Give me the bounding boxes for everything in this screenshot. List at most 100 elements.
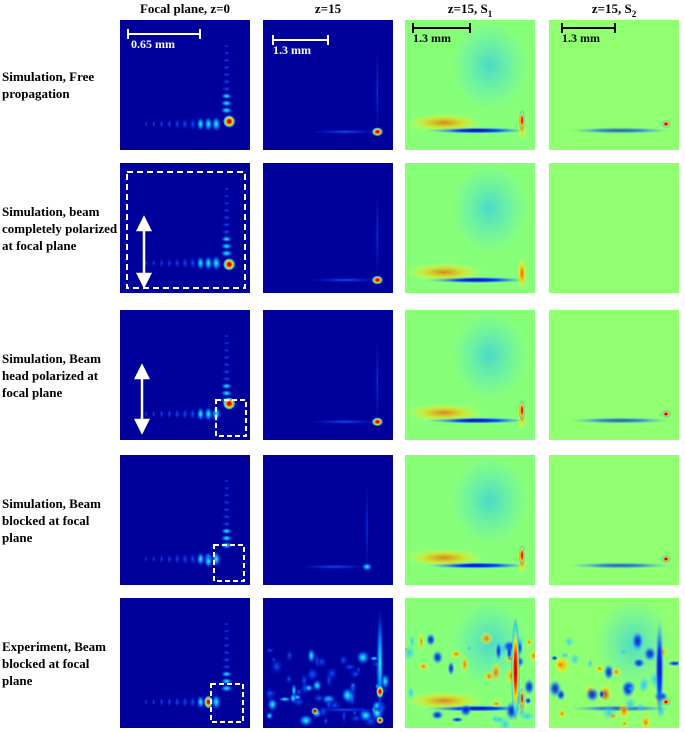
intensity-feature — [211, 550, 222, 568]
intensity-feature — [661, 555, 671, 563]
intensity-feature — [221, 215, 232, 221]
heatmap — [549, 310, 679, 440]
intensity-feature — [324, 696, 334, 712]
intensity-feature — [450, 649, 463, 659]
intensity-feature — [375, 329, 380, 434]
heatmap — [263, 455, 393, 585]
heatmap-panel — [405, 455, 535, 585]
column-header: z=15, S1 — [448, 1, 493, 19]
heatmap-panel — [263, 455, 393, 585]
intensity-feature — [284, 674, 293, 684]
intensity-feature — [510, 617, 521, 722]
intensity-feature — [557, 708, 566, 719]
intensity-feature — [450, 455, 529, 546]
intensity-feature — [222, 486, 231, 490]
intensity-feature — [269, 657, 284, 676]
intensity-feature — [638, 675, 651, 692]
intensity-feature — [450, 20, 529, 111]
intensity-feature — [447, 660, 455, 676]
intensity-feature — [306, 665, 319, 684]
intensity-feature — [459, 703, 473, 718]
header-text: z=15, S — [448, 1, 488, 16]
intensity-feature — [506, 644, 513, 661]
intensity-feature — [483, 670, 495, 682]
intensity-feature — [222, 500, 232, 505]
intensity-feature — [159, 409, 164, 419]
intensity-feature — [223, 622, 230, 626]
scale-bar-label: 1.3 mm — [413, 31, 451, 45]
intensity-feature — [144, 698, 148, 706]
heatmap-panel — [549, 598, 679, 728]
intensity-feature — [347, 680, 358, 697]
intensity-feature — [144, 120, 148, 128]
column-header: Focal plane, z=0 — [140, 1, 230, 16]
intensity-feature — [460, 654, 469, 674]
header-subscript: 2 — [632, 9, 637, 19]
heatmap-panel — [405, 598, 535, 728]
intensity-feature — [405, 113, 483, 132]
background — [263, 455, 393, 585]
heatmap-panel — [120, 455, 250, 585]
intensity-feature — [526, 637, 533, 647]
row-label: Simulation, Free propagation — [2, 69, 95, 101]
scale-bar — [127, 29, 201, 39]
intensity-feature — [181, 407, 189, 421]
intensity-feature — [196, 406, 205, 422]
intensity-feature — [611, 667, 622, 677]
intensity-feature — [405, 644, 416, 662]
intensity-feature — [311, 707, 319, 715]
intensity-feature — [174, 696, 181, 708]
header-text: Focal plane, z=0 — [140, 1, 230, 16]
intensity-feature — [203, 405, 214, 423]
intensity-feature — [568, 562, 673, 569]
intensity-feature — [221, 362, 232, 368]
intensity-feature — [222, 341, 231, 345]
intensity-feature — [222, 208, 232, 213]
intensity-feature — [632, 657, 646, 669]
intensity-feature — [219, 106, 234, 115]
intensity-feature — [585, 687, 600, 703]
intensity-feature — [518, 399, 526, 421]
intensity-feature — [375, 39, 380, 144]
heatmap-panel — [549, 455, 679, 585]
intensity-feature — [220, 235, 233, 243]
intensity-feature — [222, 51, 231, 55]
intensity-feature — [220, 527, 233, 535]
intensity-feature — [174, 553, 181, 565]
intensity-feature — [349, 714, 363, 723]
intensity-feature — [300, 681, 309, 697]
intensity-feature — [407, 685, 415, 700]
header-subscript: 1 — [488, 9, 493, 19]
intensity-feature — [221, 650, 232, 656]
intensity-feature — [306, 647, 316, 665]
intensity-feature — [221, 368, 232, 375]
intensity-feature — [188, 551, 197, 567]
heatmap-panel — [405, 163, 535, 293]
dashed-box — [213, 544, 245, 582]
intensity-feature — [174, 257, 181, 270]
intensity-feature — [277, 696, 293, 703]
intensity-feature — [519, 711, 535, 721]
intensity-feature — [219, 684, 234, 693]
intensity-feature — [222, 114, 236, 128]
intensity-feature — [196, 116, 205, 132]
scale-bar-label: 1.3 mm — [562, 31, 600, 45]
heatmap — [405, 455, 535, 585]
heatmap — [120, 455, 250, 585]
polarization-arrow — [133, 363, 151, 435]
intensity-feature — [315, 655, 328, 668]
intensity-feature — [196, 255, 205, 271]
intensity-feature — [166, 257, 173, 269]
intensity-feature — [196, 551, 205, 567]
intensity-feature — [601, 705, 617, 721]
intensity-feature — [181, 256, 189, 270]
intensity-feature — [188, 406, 197, 422]
intensity-feature — [325, 671, 333, 689]
intensity-feature — [371, 417, 384, 427]
intensity-feature — [341, 707, 347, 725]
intensity-feature — [203, 255, 214, 272]
heatmap — [405, 598, 535, 728]
intensity-feature — [285, 648, 294, 663]
intensity-feature — [221, 656, 232, 663]
